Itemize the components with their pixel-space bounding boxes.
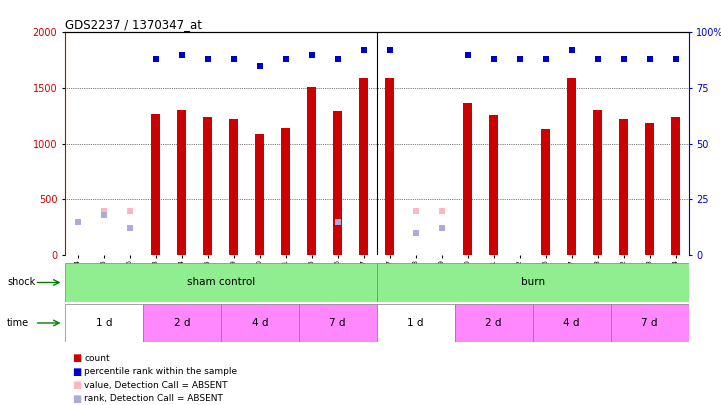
- Point: [202, 56, 213, 62]
- Point: [228, 56, 239, 62]
- Point: [566, 47, 578, 53]
- Bar: [489, 115, 498, 255]
- Bar: [567, 78, 576, 255]
- Point: [436, 207, 448, 214]
- Point: [384, 47, 396, 53]
- Text: percentile rank within the sample: percentile rank within the sample: [84, 367, 237, 376]
- Bar: [177, 110, 186, 255]
- Point: [280, 56, 291, 62]
- Point: [644, 56, 655, 62]
- Point: [150, 56, 162, 62]
- Point: [98, 212, 110, 218]
- Text: 7 d: 7 d: [329, 318, 346, 328]
- Bar: [593, 110, 602, 255]
- Bar: [455, 304, 533, 342]
- Text: burn: burn: [521, 277, 544, 288]
- Bar: [619, 119, 628, 255]
- Point: [436, 225, 448, 232]
- Bar: [611, 304, 689, 342]
- Text: ■: ■: [73, 354, 81, 363]
- Point: [72, 219, 84, 225]
- Bar: [359, 78, 368, 255]
- Bar: [281, 128, 291, 255]
- Text: sham control: sham control: [187, 277, 255, 288]
- Text: 1 d: 1 d: [407, 318, 424, 328]
- Bar: [143, 304, 221, 342]
- Text: rank, Detection Call = ABSENT: rank, Detection Call = ABSENT: [84, 394, 224, 403]
- Bar: [385, 78, 394, 255]
- Point: [462, 51, 474, 58]
- Point: [592, 56, 603, 62]
- Point: [332, 56, 343, 62]
- Bar: [229, 119, 239, 255]
- Text: GDS2237 / 1370347_at: GDS2237 / 1370347_at: [65, 18, 202, 31]
- Bar: [65, 263, 376, 302]
- Bar: [203, 117, 213, 255]
- Text: count: count: [84, 354, 110, 363]
- Bar: [221, 304, 298, 342]
- Point: [618, 56, 629, 62]
- Bar: [255, 134, 265, 255]
- Point: [176, 51, 187, 58]
- Text: 2 d: 2 d: [174, 318, 190, 328]
- Point: [514, 56, 526, 62]
- Point: [358, 47, 369, 53]
- Bar: [65, 304, 143, 342]
- Text: ■: ■: [73, 380, 81, 390]
- Text: ■: ■: [73, 394, 81, 403]
- Bar: [533, 304, 611, 342]
- Point: [306, 51, 317, 58]
- Point: [670, 56, 681, 62]
- Point: [332, 219, 343, 225]
- Point: [98, 207, 110, 214]
- Text: 4 d: 4 d: [252, 318, 268, 328]
- Point: [488, 56, 500, 62]
- Point: [124, 225, 136, 232]
- Point: [540, 56, 552, 62]
- Text: 1 d: 1 d: [96, 318, 112, 328]
- Point: [254, 62, 265, 69]
- Text: 7 d: 7 d: [641, 318, 658, 328]
- Bar: [376, 304, 455, 342]
- Bar: [541, 129, 550, 255]
- Bar: [463, 102, 472, 255]
- Bar: [298, 304, 376, 342]
- Text: time: time: [7, 318, 30, 328]
- Point: [124, 207, 136, 214]
- Text: value, Detection Call = ABSENT: value, Detection Call = ABSENT: [84, 381, 228, 390]
- Bar: [671, 117, 680, 255]
- Point: [410, 207, 422, 214]
- Text: shock: shock: [7, 277, 35, 288]
- Bar: [151, 114, 160, 255]
- Text: 4 d: 4 d: [563, 318, 580, 328]
- Point: [410, 230, 422, 236]
- Bar: [333, 111, 342, 255]
- Text: 2 d: 2 d: [485, 318, 502, 328]
- Bar: [307, 87, 317, 255]
- Bar: [645, 123, 654, 255]
- Text: ■: ■: [73, 367, 81, 377]
- Bar: [376, 263, 689, 302]
